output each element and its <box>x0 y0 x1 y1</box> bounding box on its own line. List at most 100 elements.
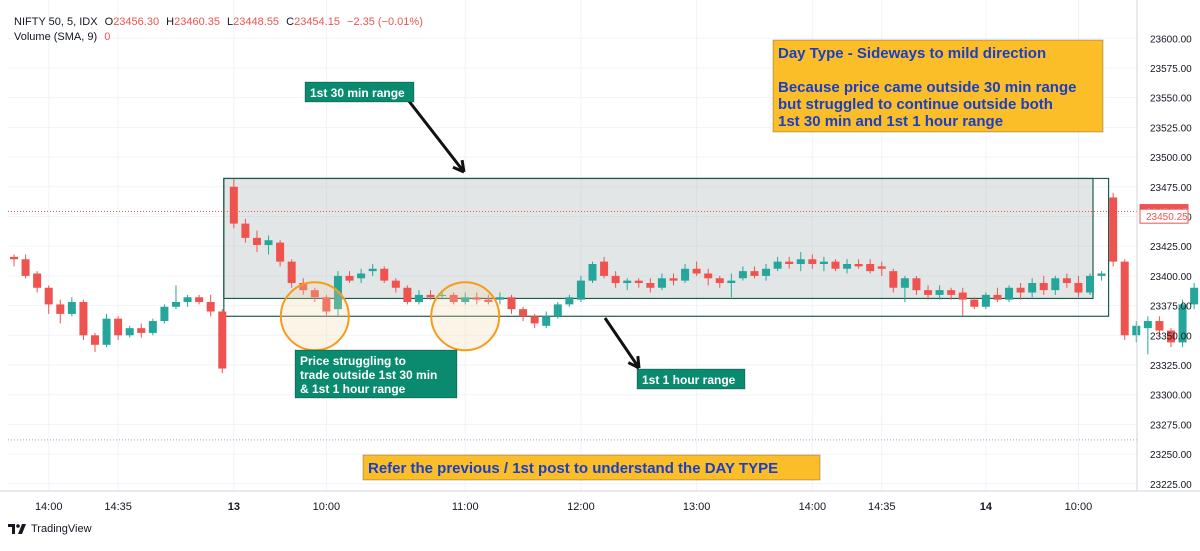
candle-body <box>21 259 30 276</box>
candle-body <box>866 264 875 272</box>
candle-body <box>727 280 736 284</box>
low-label: L23448.55 <box>227 16 280 28</box>
candle-body <box>148 321 157 333</box>
time-tick-label: 14 <box>980 501 993 513</box>
candle-body <box>1051 278 1060 291</box>
callout-1hour-range-text: 1st 1 hour range <box>642 373 736 387</box>
candle-body <box>206 302 215 312</box>
candle-body <box>218 311 227 369</box>
candle-body <box>114 318 123 336</box>
price-tick-label: 23325.00 <box>1150 361 1192 372</box>
candle-body <box>1086 275 1095 293</box>
price-tick-label: 23525.00 <box>1150 123 1192 134</box>
candle-body <box>854 264 863 267</box>
tradingview-text: TradingView <box>31 523 92 535</box>
arrow-1hour-head <box>627 361 640 370</box>
price-tick-label: 23375.00 <box>1150 302 1192 313</box>
range-boxes <box>8 177 1137 441</box>
candle-body <box>843 264 852 269</box>
callout-day-type-text: Day Type - Sideways to mild direction <box>778 45 1046 62</box>
marker-price-tag-text: 23450.25 <box>1146 212 1188 223</box>
price-tick-label: 23500.00 <box>1150 153 1192 164</box>
arrow-1hour <box>603 317 641 369</box>
callout-day-type-text: 1st 30 min and 1st 1 hour range <box>778 113 1003 130</box>
candle-body <box>438 294 447 296</box>
time-tick-label: 10:00 <box>313 501 341 513</box>
callout-day-type-text: but struggled to continue outside both <box>778 96 1053 113</box>
candle-body <box>449 294 458 303</box>
candle-body <box>252 237 261 245</box>
candle-body <box>102 318 111 345</box>
volume-value: 0 <box>104 31 111 43</box>
tradingview-logo-icon <box>8 524 26 534</box>
candle-body <box>1109 197 1118 262</box>
candle-body <box>588 264 597 281</box>
callout-day-type <box>772 39 1104 133</box>
axes: 23225.00 23250.00 23275.00 23300.00 23325.00… <box>0 0 1200 513</box>
candle-body <box>90 335 99 345</box>
candle-body <box>669 278 678 281</box>
candle-body <box>900 278 909 288</box>
candle-body <box>495 297 504 300</box>
candle-body <box>1143 321 1152 329</box>
candle-body <box>657 278 666 288</box>
symbol-label: NIFTY 50, 5, IDX <box>14 16 98 28</box>
candle-body <box>889 271 898 288</box>
candle-body <box>229 186 238 224</box>
candle-body <box>1016 287 1025 293</box>
candle-body <box>600 261 609 276</box>
candle-body <box>958 292 967 300</box>
candle-body <box>981 294 990 307</box>
candle-body <box>287 261 296 284</box>
candle-body <box>195 297 204 303</box>
candle-body <box>345 275 354 281</box>
candle-body <box>1074 283 1083 293</box>
candle-body <box>623 280 632 284</box>
candle-body <box>183 297 192 303</box>
highlight-circle <box>279 281 350 352</box>
candle-body <box>1120 261 1129 336</box>
annotations: 1st 30 min range 1st 1 hour range Price st… <box>279 39 1104 481</box>
candle-body <box>565 297 574 305</box>
candle-body <box>125 328 134 336</box>
candle-body <box>472 297 481 300</box>
candle-body <box>947 290 956 295</box>
candle-body <box>715 278 724 284</box>
candle-body <box>414 294 423 303</box>
price-tick-label: 23225.00 <box>1150 480 1192 491</box>
candle-body <box>970 299 979 307</box>
candle-body <box>1097 273 1106 276</box>
candle-body <box>924 290 933 295</box>
open-label: O23456.30 <box>104 16 160 28</box>
callout-price-struggling-text: trade outside 1st 30 min <box>300 368 437 382</box>
candle-body <box>796 259 805 264</box>
high-label: H23460.35 <box>166 16 220 28</box>
candle-body <box>831 261 840 269</box>
candle-body <box>264 240 273 245</box>
candle-body <box>67 302 76 314</box>
volume-legend: Volume (SMA, 9) 0 <box>14 31 114 43</box>
candle-body <box>1155 321 1164 331</box>
candle-body <box>310 290 319 298</box>
tradingview-logo[interactable]: TradingView <box>8 523 92 535</box>
marker-price-tag <box>1139 208 1189 224</box>
time-tick-label: 13 <box>228 501 240 513</box>
volume-label: Volume (SMA, 9) <box>14 31 98 43</box>
candle-body <box>530 316 539 324</box>
candle-body <box>1132 325 1141 336</box>
time-tick-label: 10:00 <box>1065 501 1093 513</box>
ohlc-legend: NIFTY 50, 5, IDX O23456.30 H23460.35 L23… <box>14 16 427 28</box>
candle-body <box>10 256 18 260</box>
callout-refer-post <box>362 454 821 481</box>
price-tick-label: 23250.00 <box>1150 450 1192 461</box>
callout-refer-post-text: Refer the previous / 1st post to underst… <box>368 460 778 477</box>
candle-body <box>391 280 400 288</box>
candle-body <box>1028 283 1037 293</box>
candle-body <box>403 287 412 303</box>
callout-price-struggling <box>294 349 458 399</box>
candle-body <box>241 223 250 238</box>
candle-body <box>646 283 655 288</box>
callout-1hour-range <box>636 368 746 390</box>
